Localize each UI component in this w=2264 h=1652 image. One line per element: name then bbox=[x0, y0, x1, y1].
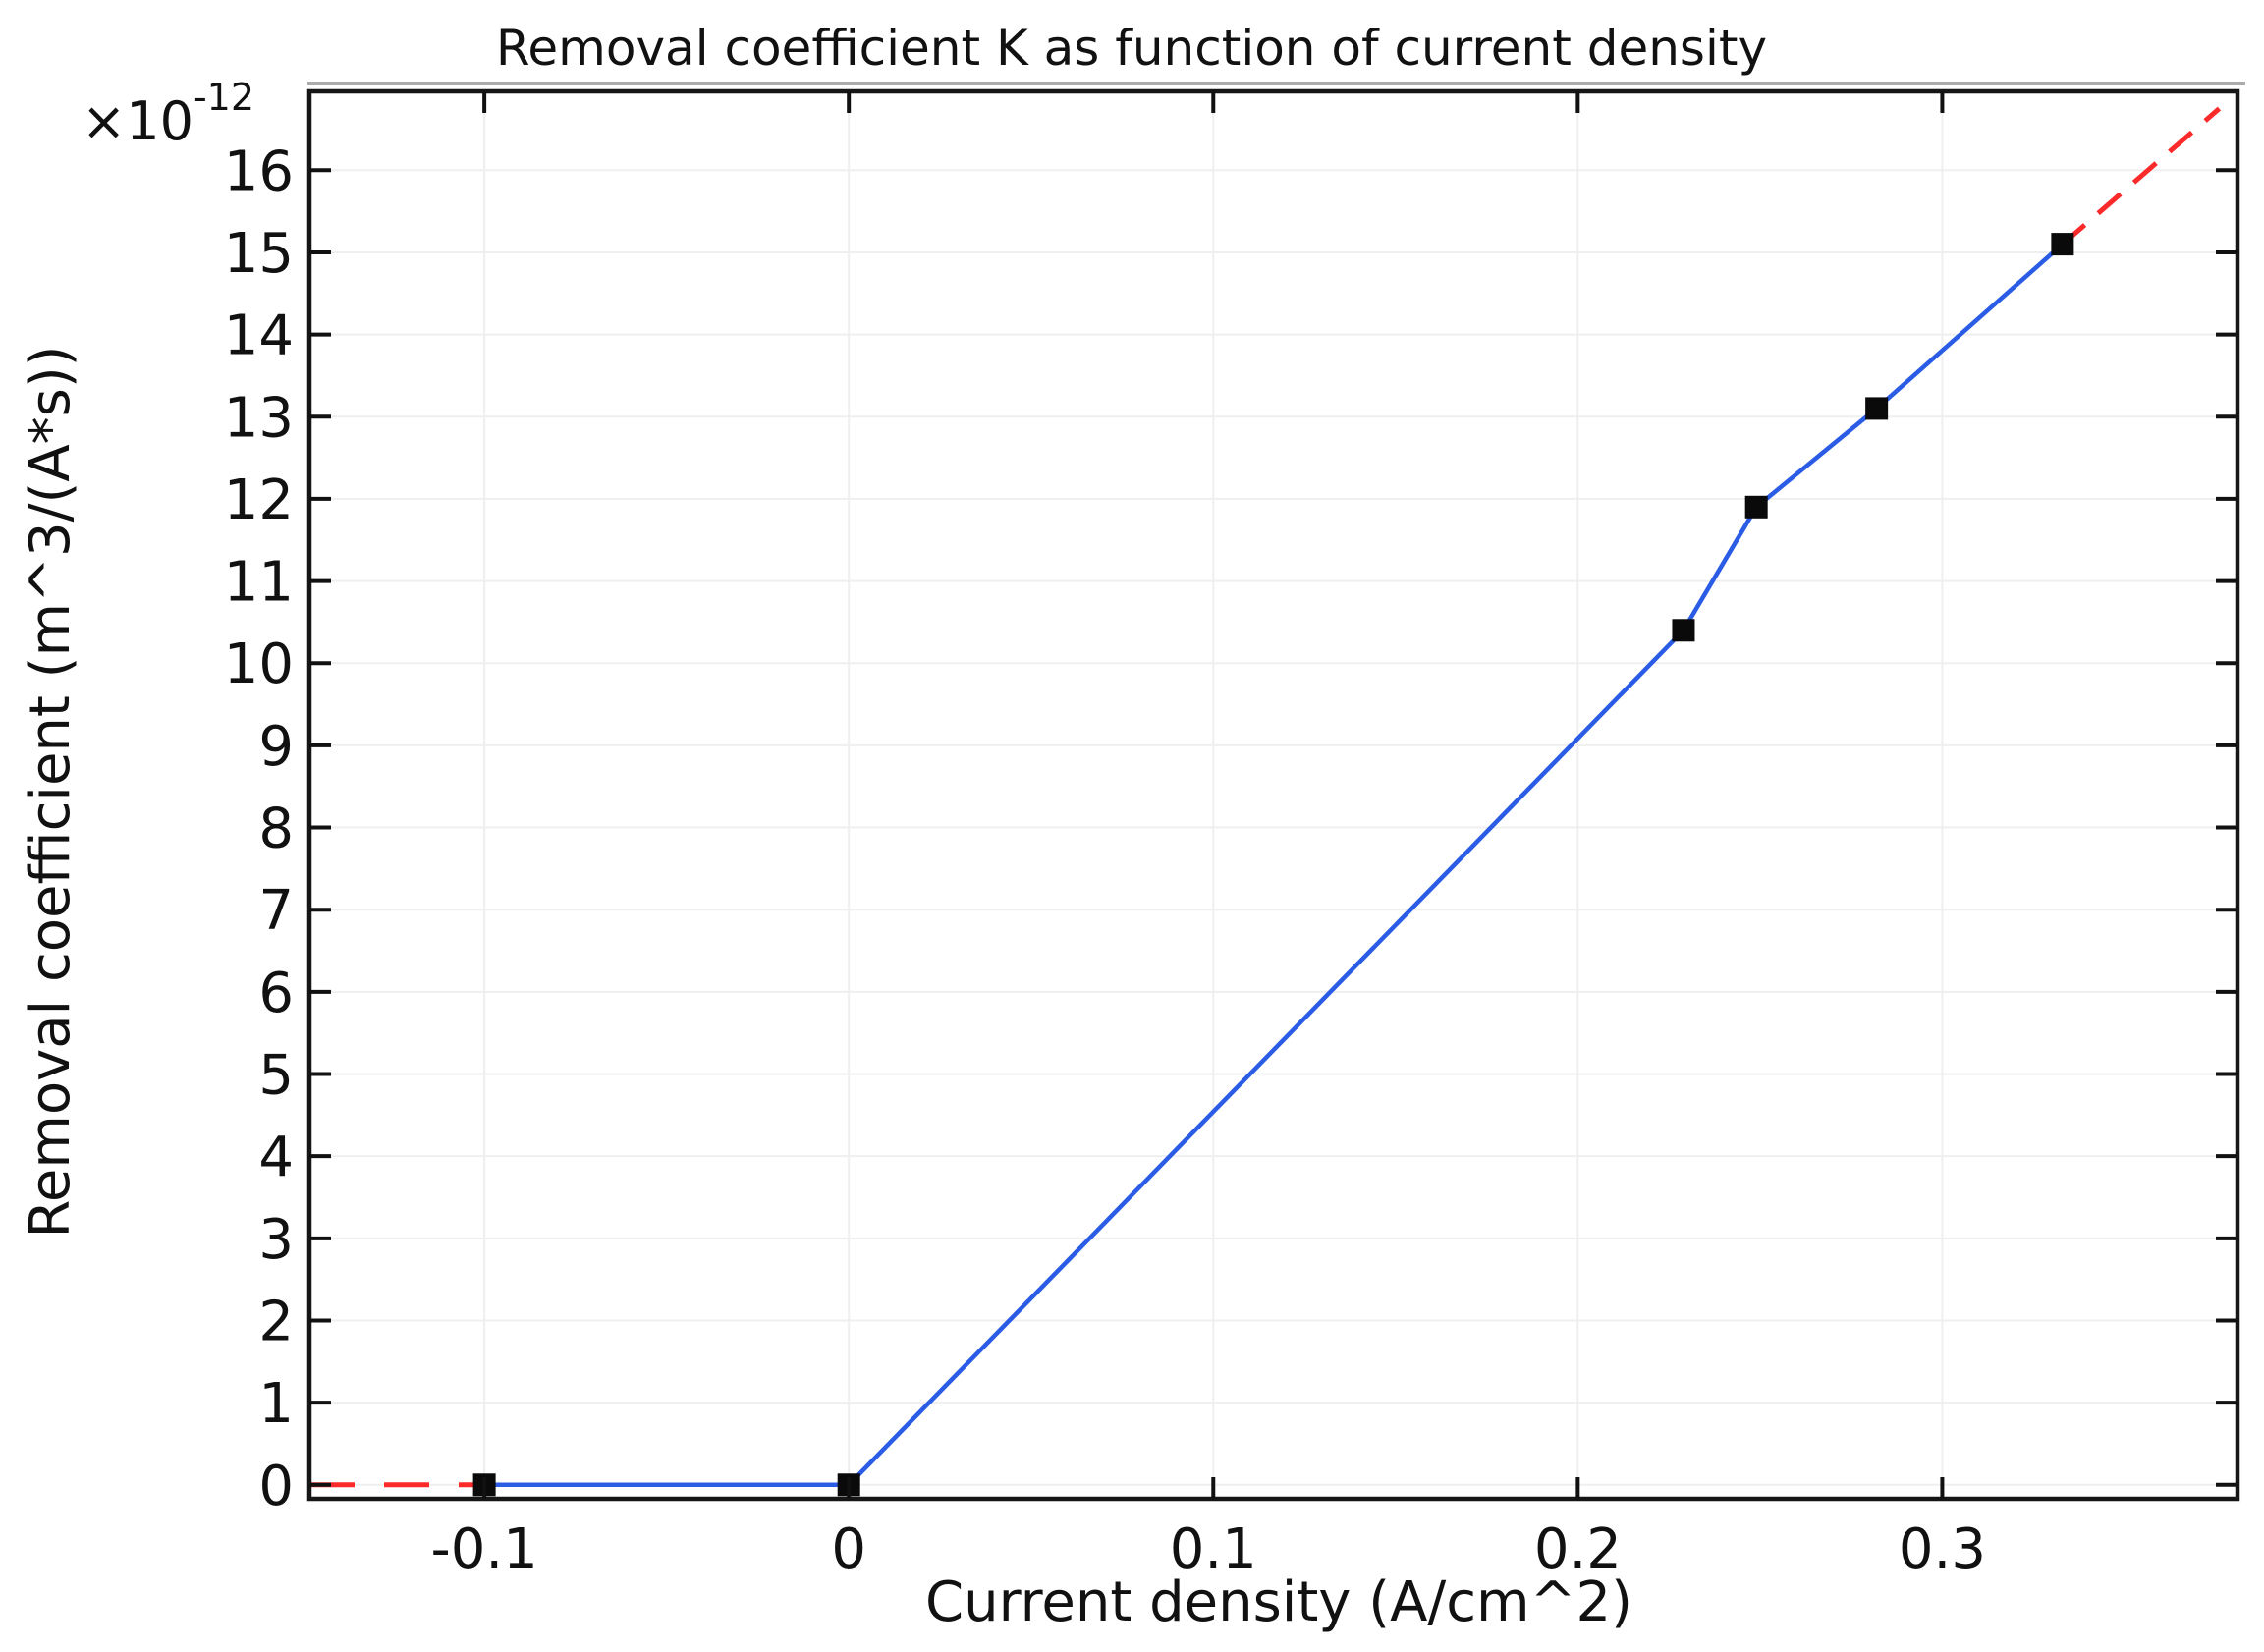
y-tick-label: 9 bbox=[258, 715, 294, 779]
y-tick-label: 14 bbox=[224, 304, 294, 368]
extrapolation-dash-segment bbox=[2061, 106, 2222, 247]
extrapolation-line bbox=[309, 106, 2222, 1488]
y-tick-label: 8 bbox=[258, 798, 294, 861]
y-tick-label: 12 bbox=[224, 468, 294, 532]
data-point-marker bbox=[2051, 233, 2074, 256]
axis-ticks bbox=[309, 91, 2237, 1499]
data-polyline bbox=[484, 242, 2065, 1488]
y-tick-label: 10 bbox=[224, 633, 294, 696]
x-tick-label: -0.1 bbox=[430, 1517, 537, 1581]
data-point-marker bbox=[1744, 495, 1768, 519]
chart-title: Removal coefficient K as function of cur… bbox=[496, 20, 1767, 77]
x-tick-label: 0.2 bbox=[1534, 1517, 1622, 1581]
x-tick-labels: -0.1 0 0.1 0.2 0.3 bbox=[430, 1517, 1985, 1581]
x-tick-label: 0.3 bbox=[1899, 1517, 1986, 1581]
y-tick-label: 15 bbox=[224, 222, 294, 286]
y-axis-label: Removal coefficient (m^3/(A*s)) bbox=[19, 345, 83, 1238]
y-tick-label: 3 bbox=[258, 1208, 294, 1272]
y-tick-label: 5 bbox=[258, 1044, 294, 1108]
y-tick-label: 13 bbox=[224, 386, 294, 450]
y-tick-label: 2 bbox=[258, 1290, 294, 1353]
x-axis-label: Current density (A/cm^2) bbox=[925, 1570, 1632, 1634]
y-tick-label: 7 bbox=[258, 879, 294, 943]
plot-frame bbox=[306, 88, 2240, 1502]
y-tick-label: 0 bbox=[258, 1455, 294, 1518]
data-line bbox=[484, 242, 2065, 1488]
data-markers bbox=[472, 233, 2074, 1497]
grid bbox=[309, 91, 2237, 1499]
y-scale-exponent: -12 bbox=[193, 76, 254, 119]
y-scale-base: ×10 bbox=[82, 90, 193, 152]
data-point-marker bbox=[1865, 397, 1889, 420]
y-tick-label: 16 bbox=[224, 139, 294, 203]
y-tick-label: 11 bbox=[224, 551, 294, 615]
y-tick-label: 1 bbox=[258, 1372, 294, 1436]
data-point-marker bbox=[1672, 619, 1695, 642]
x-tick-label: 0 bbox=[831, 1517, 866, 1581]
y-tick-label: 6 bbox=[258, 962, 294, 1025]
x-tick-label: 0.1 bbox=[1170, 1517, 1257, 1581]
y-tick-label: 4 bbox=[258, 1126, 294, 1189]
y-axis-scale-factor: ×10-12 bbox=[82, 76, 254, 152]
